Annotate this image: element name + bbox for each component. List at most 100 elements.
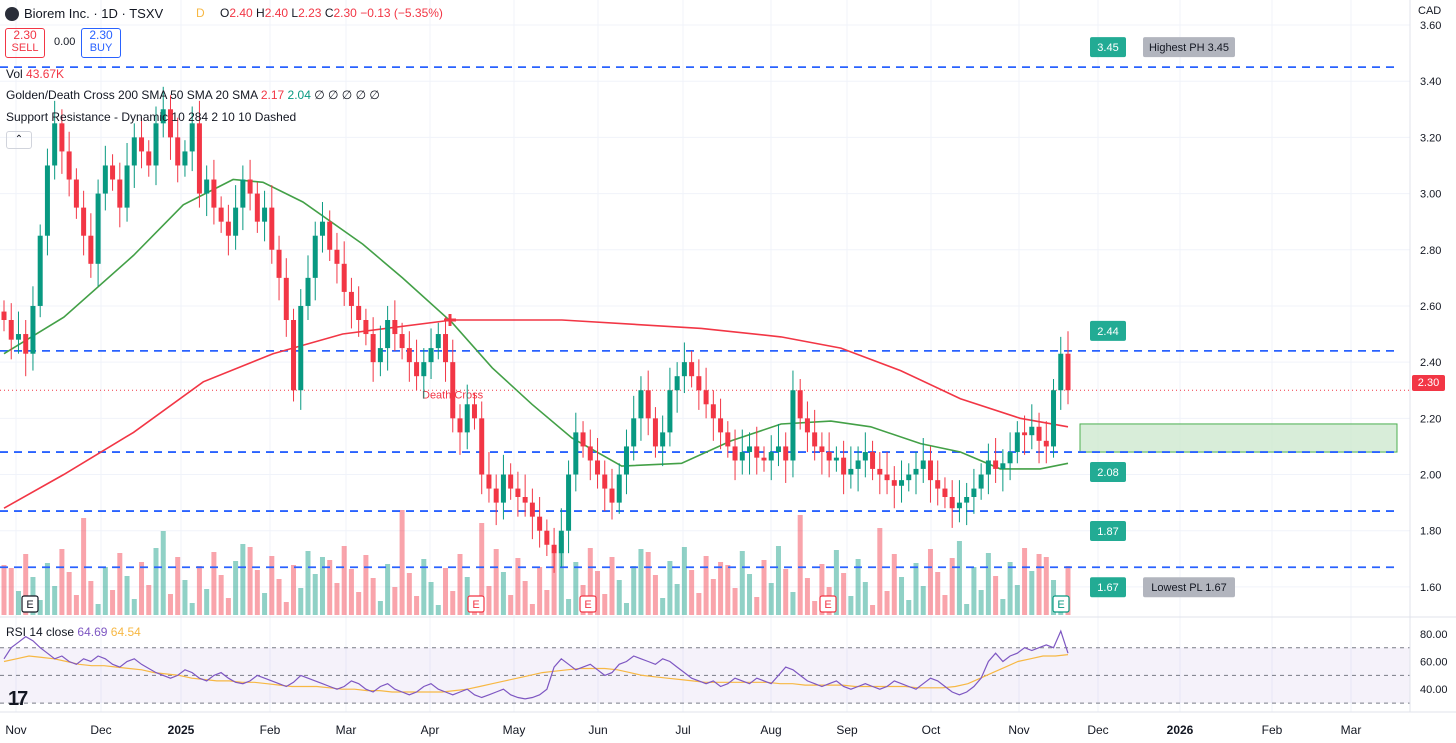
support-resistance-legend[interactable]: Support Resistance - Dynamic 10 284 2 10… xyxy=(6,110,297,124)
candle-body xyxy=(710,404,716,419)
candle-body xyxy=(30,305,36,354)
chart-grid xyxy=(0,0,1410,712)
candle-body xyxy=(964,497,970,503)
candle-body xyxy=(855,460,861,469)
candle-body xyxy=(1036,426,1042,441)
candle-body xyxy=(508,474,514,489)
volume-bar xyxy=(486,586,492,615)
candle-body xyxy=(319,221,325,236)
candle-body xyxy=(131,137,137,166)
candle-body xyxy=(631,418,637,447)
volume-bar xyxy=(551,553,557,615)
candle-body xyxy=(906,474,912,481)
x-tick-label: May xyxy=(503,723,526,737)
buy-button[interactable]: 2.30 BUY xyxy=(81,28,121,58)
x-tick-label: Jul xyxy=(675,723,690,737)
volume-bar xyxy=(1014,585,1020,615)
spread-value: 0.00 xyxy=(54,36,76,48)
candle-body xyxy=(225,221,231,236)
candle-body xyxy=(949,497,955,509)
volume-bar xyxy=(182,580,188,615)
volume-bar xyxy=(348,569,354,615)
volume-bar xyxy=(703,556,709,615)
volume-bar xyxy=(797,515,803,615)
candle-body xyxy=(110,165,116,180)
volume-bar xyxy=(833,550,839,615)
x-tick-label: 2026 xyxy=(1167,723,1194,737)
candle-body xyxy=(59,123,65,152)
candle-body xyxy=(935,480,941,489)
candle-body xyxy=(667,390,673,433)
y-tick-label: 2.00 xyxy=(1420,470,1441,482)
candle-body xyxy=(269,207,275,250)
volume-bar xyxy=(493,549,499,615)
volume-bar xyxy=(862,582,868,615)
volume-bar xyxy=(544,590,550,615)
candle-body xyxy=(392,320,398,335)
candle-body xyxy=(971,488,977,497)
candle-body xyxy=(747,446,753,453)
symbol-title[interactable]: Biorem Inc. · 1D · TSXV xyxy=(24,6,164,21)
volume-legend[interactable]: Vol 43.67K xyxy=(6,67,65,81)
volume-bar xyxy=(645,552,651,615)
candle-body xyxy=(674,376,680,391)
level-tag-box xyxy=(1090,37,1126,58)
candle-body xyxy=(247,179,253,194)
volume-bar xyxy=(819,564,825,615)
candle-body xyxy=(790,390,796,461)
volume-bar xyxy=(276,579,282,615)
level-tag-text: 3.45 xyxy=(1097,42,1118,54)
candle-body xyxy=(189,123,195,152)
candle-body xyxy=(978,474,984,489)
volume-bar xyxy=(515,558,521,615)
volume-bar xyxy=(978,590,984,615)
candle-body xyxy=(913,468,919,475)
volume-bar xyxy=(718,562,724,615)
volume-bar xyxy=(522,581,528,615)
rsi-line xyxy=(3,629,1069,700)
candle-body xyxy=(479,418,485,475)
x-tick-label: Nov xyxy=(1008,723,1029,737)
candles xyxy=(1,86,1071,573)
candle-body xyxy=(920,460,926,469)
candle-body xyxy=(377,348,383,363)
volume-bar xyxy=(421,559,427,615)
volume-bar xyxy=(739,551,745,615)
candle-body xyxy=(414,362,420,377)
candle-body xyxy=(884,474,890,481)
volume-bar xyxy=(573,562,579,615)
volume-bar xyxy=(660,598,666,615)
volume-bar xyxy=(529,604,535,615)
candle-body xyxy=(160,109,166,124)
candle-body xyxy=(1029,426,1035,436)
volume-bar xyxy=(218,575,224,615)
x-tick-label: Feb xyxy=(1262,723,1283,737)
candle-body xyxy=(558,530,564,554)
candle-body xyxy=(443,334,449,363)
candle-body xyxy=(841,457,847,475)
candle-body xyxy=(363,320,369,335)
y-tick-label: 2.40 xyxy=(1420,357,1441,369)
volume-bar xyxy=(66,572,72,615)
sell-button[interactable]: 2.30 SELL xyxy=(5,28,45,58)
volume-bar xyxy=(884,591,890,615)
x-tick-label: Aug xyxy=(760,723,781,737)
candle-body xyxy=(1000,463,1006,469)
candle-body xyxy=(1065,353,1071,391)
level-note-text: Highest PH 3.45 xyxy=(1149,42,1229,54)
volume-bar xyxy=(537,567,543,615)
golden-death-cross-legend[interactable]: Golden/Death Cross 200 SMA 50 SMA 20 SMA… xyxy=(6,88,380,102)
y-tick-label: 1.60 xyxy=(1420,582,1441,594)
rsi-legend[interactable]: RSI 14 close 64.69 64.54 xyxy=(6,625,141,639)
currency-label[interactable]: CAD xyxy=(1418,5,1442,17)
candle-body xyxy=(95,193,101,264)
volume-bar xyxy=(196,566,202,615)
candle-body xyxy=(450,362,456,419)
volume-bar xyxy=(971,567,977,615)
earnings-marker xyxy=(579,595,597,613)
chevron-up-icon[interactable]: ⌃ xyxy=(6,131,32,149)
volume-bar xyxy=(291,565,297,615)
volume-bar xyxy=(964,604,970,615)
volume-bars xyxy=(1,510,1071,615)
